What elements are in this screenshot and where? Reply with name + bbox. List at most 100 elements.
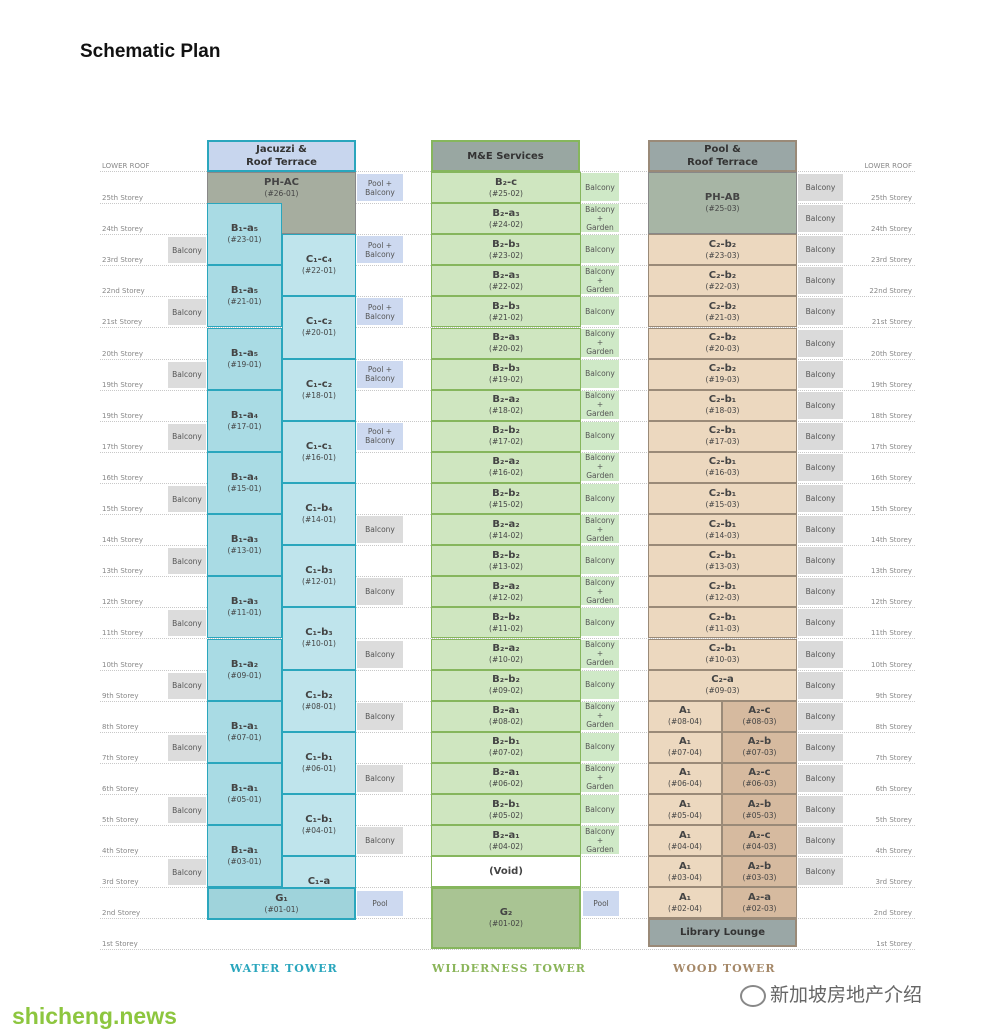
- unit-type: B₁-a₅: [230, 285, 259, 297]
- water-c-unit: C₁-b₂ (#08-01): [282, 669, 356, 732]
- unit-number: (#11-02): [489, 623, 523, 633]
- storey-label-left: 20th Storey: [102, 349, 143, 358]
- wilderness-unit: B₂-b₃ (#23-02): [431, 234, 581, 266]
- storey-label-left: 11th Storey: [102, 629, 143, 638]
- wood-balcony: Balcony: [798, 485, 843, 513]
- wood-c-unit: C₂-a (#09-03): [648, 669, 797, 701]
- wood-balcony: Balcony: [798, 174, 843, 202]
- water-left-balcony: Balcony: [168, 797, 206, 824]
- wood-balcony: Balcony: [798, 578, 843, 606]
- wood-a2-unit: A₂-a (#02-03): [722, 887, 797, 919]
- wood-balcony: Balcony: [798, 205, 843, 233]
- cell-label: Balcony: [805, 867, 836, 877]
- cell-label: Balcony: [172, 681, 202, 691]
- storey-label-left: 25th Storey: [102, 194, 143, 202]
- cell-label: Balcony: [805, 649, 836, 659]
- wood-c-unit: C₂-b₁ (#12-03): [648, 576, 797, 608]
- unit-number: (#09-03): [705, 686, 740, 696]
- storey-label-right: 20th Storey: [871, 349, 912, 358]
- unit-type: B₂-b₃: [492, 300, 520, 312]
- wood-a1-unit: A₁ (#03-04): [648, 856, 722, 888]
- unit-type: B₁-a₂: [230, 658, 259, 670]
- wilderness-balcony-garden: Balcony + Garden: [581, 701, 619, 730]
- water-left-balcony: Balcony: [168, 299, 206, 326]
- unit-number: (#06-04): [668, 779, 702, 789]
- unit-number: (#05-04): [668, 810, 702, 820]
- unit-number: (#04-04): [668, 841, 702, 851]
- unit-type: C₂-b₁: [708, 518, 737, 530]
- cell-label: Balcony: [365, 773, 395, 783]
- unit-type: B₁-a₄: [230, 471, 259, 483]
- unit-type: C₂-b₂: [708, 332, 737, 344]
- wood-balcony: Balcony: [798, 702, 843, 730]
- storey-label-left: LOWER ROOF: [102, 162, 150, 170]
- wood-c-unit: C₂-b₂ (#19-03): [648, 358, 797, 390]
- unit-number: (#14-01): [302, 515, 336, 525]
- unit-type: C₂-b₂: [708, 238, 737, 250]
- cell-label: Balcony: [805, 742, 836, 752]
- unit-number: (#09-02): [489, 686, 523, 696]
- wood-balcony: Balcony: [798, 796, 843, 824]
- unit-type: A₁: [678, 860, 692, 872]
- unit-number: (#19-03): [705, 375, 740, 385]
- unit-type: A₂-b: [747, 736, 772, 748]
- cell-label: Pool: [593, 899, 609, 909]
- unit-type: B₁-a₄: [230, 409, 259, 421]
- cell-label: Balcony +: [585, 764, 615, 783]
- cell-label: Balcony: [365, 587, 395, 597]
- cell-label: Balcony: [172, 867, 202, 877]
- wood-c-unit: C₂-b₁ (#14-03): [648, 514, 797, 546]
- wood-c-unit: C₂-b₂ (#22-03): [648, 265, 797, 297]
- storey-label-right: 6th Storey: [875, 784, 912, 793]
- cell-label: Pool: [372, 899, 388, 909]
- wood-a1-unit: A₁ (#02-04): [648, 887, 722, 919]
- unit-type: B₁-a₁: [230, 720, 259, 732]
- unit-type: B₁-a₅: [230, 223, 259, 235]
- cell-label: Balcony: [805, 587, 836, 597]
- unit-type: A₂-c: [748, 829, 771, 841]
- unit-number: (#05-01): [227, 794, 262, 804]
- water-left-balcony: Balcony: [168, 423, 206, 450]
- water-c-unit: C₁-b₃ (#10-01): [282, 607, 356, 670]
- unit-number: (#11-01): [227, 608, 262, 618]
- wilderness-ground: G₂ (#01-02): [431, 887, 581, 950]
- wilderness-balcony-garden: Balcony + Garden: [581, 515, 619, 544]
- wood-a2-unit: A₂-c (#08-03): [722, 700, 797, 732]
- unit-type: A₁: [678, 705, 692, 717]
- water-tower-name: WATER TOWER: [230, 962, 338, 975]
- unit-type: B₂-a₂: [492, 456, 520, 468]
- wilderness-balcony-garden: Balcony + Garden: [581, 577, 619, 606]
- storey-label-right: 24th Storey: [871, 225, 912, 234]
- unit-type: C₂-b₁: [708, 611, 737, 623]
- water-pool: Pool: [357, 891, 403, 917]
- cell-label: Pool +: [367, 178, 393, 188]
- cell-label: Pool +: [367, 365, 393, 375]
- cell-label: Balcony: [365, 836, 395, 846]
- cell-label: Balcony: [805, 183, 836, 193]
- cell-label: Balcony: [805, 525, 836, 535]
- unit-number: (#17-01): [227, 421, 262, 431]
- wood-a1-unit: A₁ (#04-04): [648, 825, 722, 857]
- unit-type: G₂: [499, 907, 513, 919]
- unit-number: (#21-02): [489, 312, 523, 322]
- unit-number: (#08-04): [668, 717, 702, 727]
- cell-label: Balcony: [805, 214, 836, 224]
- cell-label: Roof Terrace: [246, 157, 317, 168]
- wood-c-unit: C₂-b₁ (#11-03): [648, 607, 797, 639]
- water-c-unit: C₁-b₄ (#14-01): [282, 483, 356, 546]
- unit-number: (#03-03): [742, 872, 777, 882]
- water-right-pool-balcony: Pool + Balcony: [357, 298, 403, 326]
- wood-a2-unit: A₂-b (#05-03): [722, 794, 797, 826]
- cell-label: Garden: [586, 347, 614, 357]
- storey-label-right: 18th Storey: [871, 411, 912, 420]
- cell-label: Balcony: [172, 307, 202, 317]
- cell-label: Balcony: [172, 494, 202, 504]
- unit-type: B₂-b₂: [492, 611, 520, 623]
- storey-label-right: 4th Storey: [875, 847, 912, 856]
- unit-type: G₁: [275, 892, 288, 904]
- unit-number: (#07-01): [227, 732, 262, 742]
- unit-number: (#05-02): [489, 810, 523, 820]
- watermark: shicheng.news: [12, 1003, 177, 1029]
- wood-balcony: Balcony: [798, 453, 843, 481]
- cell-label: Balcony: [585, 804, 615, 814]
